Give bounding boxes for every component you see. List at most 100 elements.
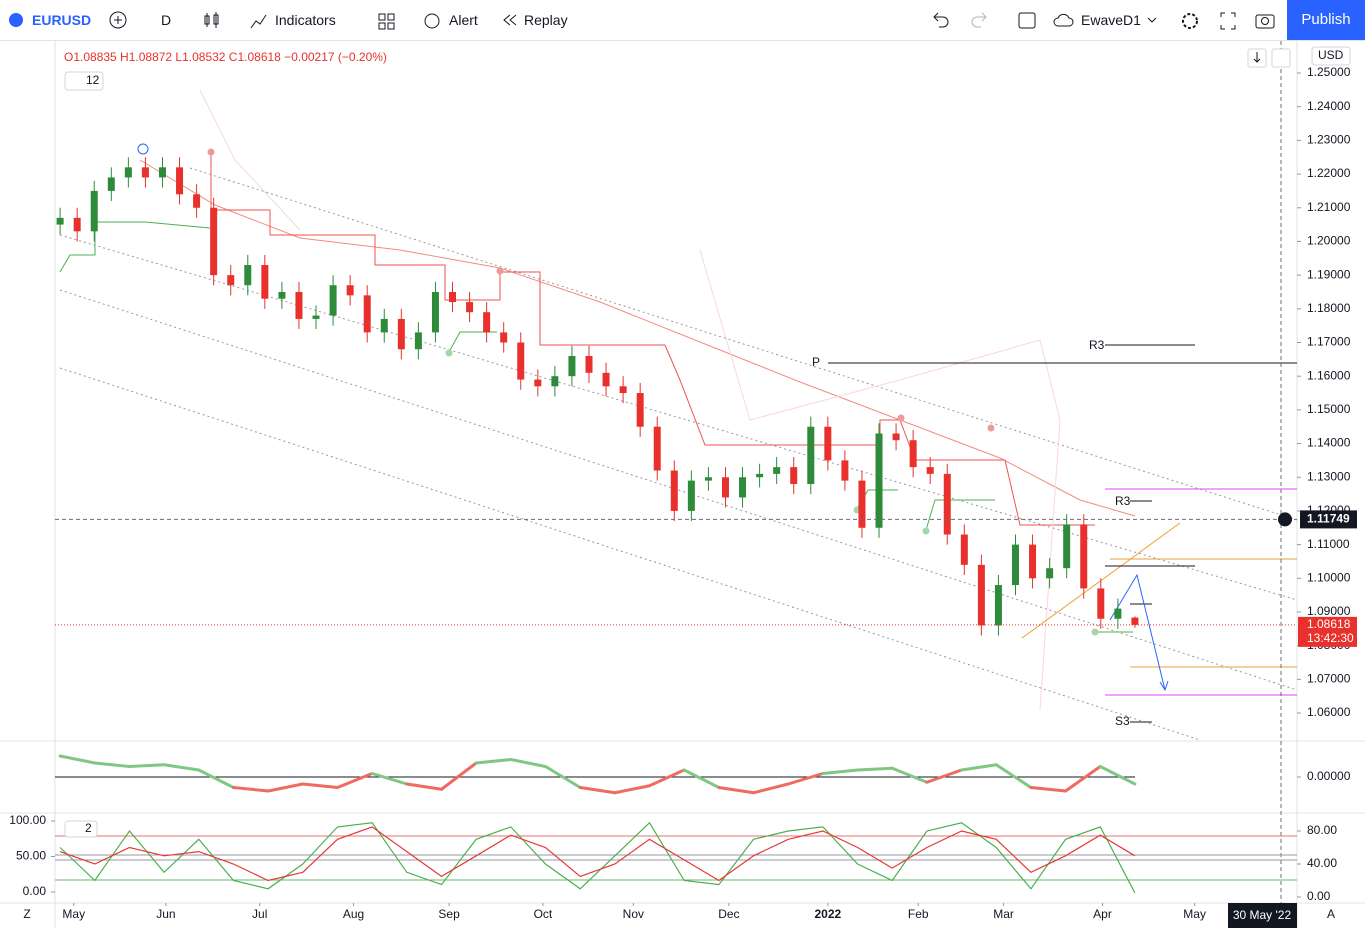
- publish-button[interactable]: Publish: [1287, 0, 1365, 40]
- add-symbol[interactable]: [109, 11, 127, 29]
- oscillator-segment: [960, 763, 998, 772]
- candle-body: [739, 477, 747, 498]
- oscillator-segment: [994, 763, 1033, 789]
- pane-toggle[interactable]: [64, 820, 98, 838]
- candle-body: [926, 467, 934, 474]
- candle-body: [73, 217, 81, 232]
- reset-view[interactable]: [1271, 48, 1291, 68]
- symbol[interactable]: EURUSD: [32, 12, 92, 28]
- s3-label: S3: [1115, 714, 1130, 728]
- candle-body: [824, 426, 832, 461]
- candle-body: [176, 167, 184, 195]
- candle-body: [875, 433, 883, 528]
- x-tick-label: May: [1183, 907, 1206, 921]
- y-tick-label: 1.18000: [1307, 301, 1351, 315]
- settings[interactable]: [1182, 13, 1198, 29]
- zoom-toggle[interactable]: Z: [23, 907, 30, 921]
- oscillator-segment: [786, 772, 825, 786]
- templates[interactable]: [378, 13, 395, 30]
- candle-body: [909, 440, 917, 468]
- y2-tick-label: 50.00: [16, 849, 46, 863]
- auto-scale[interactable]: A: [1327, 907, 1335, 921]
- candle-body: [858, 480, 866, 528]
- oscillator-segment: [821, 768, 860, 775]
- fullscreen[interactable]: [1220, 12, 1236, 30]
- oscillator-segment: [162, 763, 201, 772]
- oscillator-segment: [890, 766, 929, 784]
- symbol-logo: [9, 13, 23, 27]
- oscillator-segment: [613, 784, 652, 795]
- candle-body: [892, 433, 900, 441]
- candle-body: [1080, 524, 1088, 589]
- candle-body: [841, 460, 849, 481]
- r3-label: R3: [1115, 494, 1131, 508]
- x-tick-label: Feb: [908, 907, 929, 921]
- redo[interactable]: [971, 12, 987, 28]
- candle-body: [721, 477, 729, 498]
- y-tick-label: 1.06000: [1307, 705, 1351, 719]
- oscillator-segment: [648, 768, 686, 788]
- oscillator-segment: [301, 782, 339, 789]
- indicators-button[interactable]: Indicators: [275, 12, 336, 28]
- indicator-toggle[interactable]: [64, 71, 104, 91]
- stochastic-line: [59, 821, 1136, 894]
- candle-body: [1114, 608, 1122, 619]
- toolbar: EURUSD D Indicators Alert Replay EwaveD1…: [0, 0, 1365, 41]
- x-tick-label: May: [62, 907, 85, 921]
- alert-icon: [424, 13, 440, 29]
- frame: [0, 41, 1365, 928]
- y-tick-label: 1.07000: [1307, 672, 1351, 686]
- oscillator-segment: [266, 782, 305, 793]
- chart-type[interactable]: [204, 12, 219, 28]
- interval[interactable]: D: [161, 12, 172, 28]
- candle-body: [363, 295, 371, 333]
- candle-body: [1012, 544, 1020, 586]
- y2-tick-label: 100.00: [9, 813, 46, 827]
- alert-button[interactable]: Alert: [449, 12, 478, 28]
- candle-body: [773, 467, 781, 474]
- undo[interactable]: [933, 12, 949, 28]
- y2-tick-label: 0.00: [23, 884, 47, 898]
- layout-select[interactable]: [1018, 12, 1036, 29]
- candle-body: [193, 194, 201, 208]
- layout-menu[interactable]: [1147, 17, 1157, 23]
- candle-body: [449, 291, 457, 303]
- oscillator-segment: [682, 768, 721, 789]
- x-tick-label: Apr: [1093, 907, 1112, 921]
- oscillator-segment: [58, 754, 97, 765]
- y-tick-label: 0.00: [1307, 889, 1331, 903]
- candle-body: [1029, 544, 1037, 579]
- candle-body: [653, 426, 661, 471]
- candle-body: [1046, 568, 1054, 579]
- candle-body: [1131, 617, 1139, 625]
- candle-body: [158, 167, 166, 178]
- crosshair-plus: [1278, 512, 1292, 527]
- currency-select[interactable]: [1311, 46, 1351, 66]
- candle-body: [551, 376, 559, 387]
- x-tick-label: Oct: [534, 907, 553, 921]
- candle-body: [960, 534, 968, 565]
- screenshot[interactable]: [1255, 14, 1275, 29]
- y-tick-label: 1.20000: [1307, 234, 1351, 248]
- y-tick-label: 1.22000: [1307, 166, 1351, 180]
- candle-body: [994, 585, 1002, 626]
- x-tick-label: 2022: [814, 907, 841, 921]
- candle-body: [790, 467, 798, 484]
- candle-body: [517, 342, 525, 380]
- layout-name[interactable]: EwaveD1: [1081, 12, 1141, 28]
- oscillator-segment: [93, 761, 131, 768]
- candle-body: [466, 302, 474, 313]
- replay-icon: [503, 14, 517, 26]
- candle-body: [90, 190, 98, 232]
- replay-button[interactable]: Replay: [524, 12, 568, 28]
- y-tick-label: 1.23000: [1307, 133, 1351, 147]
- candle-body: [329, 285, 337, 316]
- y-tick-label: 1.21000: [1307, 200, 1351, 214]
- oscillator-segment: [474, 758, 513, 765]
- candle-body: [56, 217, 64, 225]
- candle-body: [107, 177, 115, 191]
- toolbar-icons: [9, 11, 1275, 30]
- y-tick-label: 1.17000: [1307, 335, 1351, 349]
- oscillator-segment: [127, 763, 166, 768]
- ohlc-legend: O1.08835 H1.08872 L1.08532 C1.08618 −0.0…: [64, 50, 387, 64]
